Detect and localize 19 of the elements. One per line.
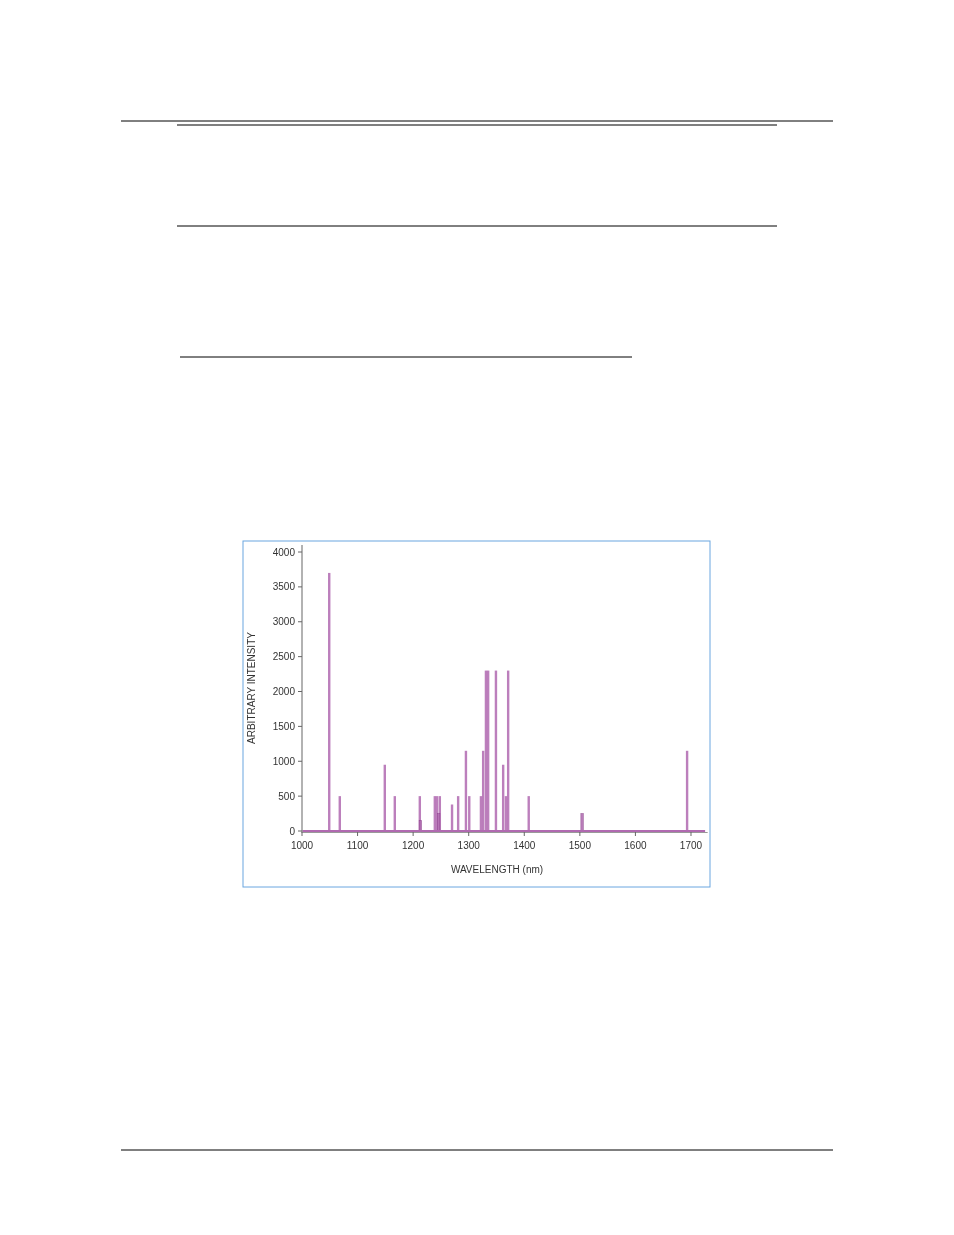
x-tick-label: 1100 [346, 840, 369, 851]
y-tick-label: 2500 [272, 651, 296, 663]
y-tick-label: 3500 [272, 581, 296, 593]
x-tick-label: 1200 [402, 840, 425, 851]
x-tick-label: 1700 [679, 840, 703, 851]
y-tick-label: 500 [278, 790, 296, 802]
x-tick-label: 1300 [457, 840, 481, 851]
y-tick-label: 1000 [272, 755, 296, 767]
x-tick-label: 1500 [568, 840, 592, 851]
x-tick-label: 1000 [290, 840, 314, 851]
y-tick-label: 2000 [272, 686, 296, 697]
y-tick-label: 3000 [272, 616, 296, 628]
x-axis-title: WAVELENGTH (nm) [450, 864, 544, 875]
y-tick-label: 1500 [272, 720, 296, 732]
x-tick-label: 1600 [624, 840, 647, 851]
y-tick-label: 0 [289, 825, 296, 837]
y-tick-label: 4000 [272, 546, 296, 558]
x-tick-label: 1400 [513, 840, 536, 851]
y-axis-title: ARBITRARY INTENSITY [246, 631, 257, 744]
